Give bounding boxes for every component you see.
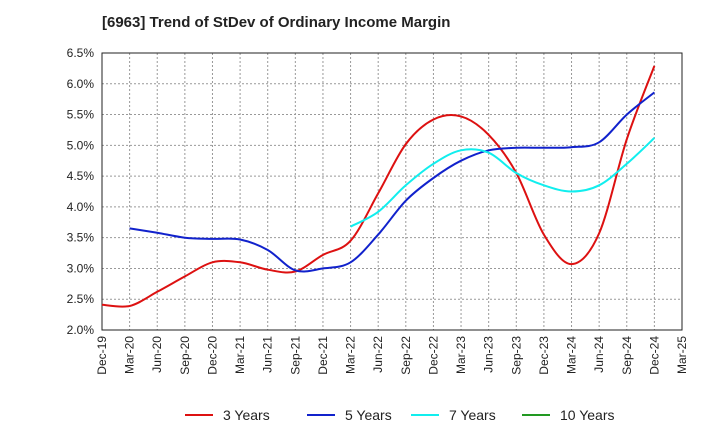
x-tick-label: Dec-20 (205, 336, 219, 375)
series-line-3-years (101, 65, 656, 308)
chart-title: [6963] Trend of StDev of Ordinary Income… (102, 14, 451, 31)
y-tick-label: 5.0% (67, 138, 95, 152)
series-line-7-years (350, 137, 656, 228)
x-tick-label: Mar-20 (123, 336, 137, 374)
x-tick-label: Sep-24 (620, 336, 634, 375)
y-tick-label: 2.5% (67, 292, 95, 306)
legend-label-7-years: 7 Years (449, 407, 496, 423)
x-tick-label: Dec-21 (316, 336, 330, 375)
x-tick-label: Dec-23 (537, 336, 551, 375)
y-tick-label: 5.5% (67, 108, 95, 122)
x-tick-label: Mar-24 (565, 336, 579, 374)
y-tick-label: 3.0% (67, 261, 95, 275)
x-tick-label: Sep-23 (509, 336, 523, 375)
x-axis-ticks: Dec-19 Mar-20 Jun-20 Sep-20 Dec-20 Mar-21 Jun-… (95, 336, 689, 375)
x-tick-label: Dec-22 (426, 336, 440, 375)
x-tick-label: Sep-20 (178, 336, 192, 375)
legend-label-10-years: 10 Years (560, 407, 615, 423)
series-lines (101, 65, 656, 308)
y-tick-label: 2.0% (67, 323, 95, 337)
series-line-5-years (129, 91, 656, 273)
x-tick-label: Jun-24 (592, 336, 606, 373)
grid-lines (101, 52, 683, 331)
y-tick-label: 3.5% (67, 231, 95, 245)
x-tick-label: Sep-22 (399, 336, 413, 375)
x-tick-label: Jun-23 (482, 336, 496, 373)
y-tick-label: 4.5% (67, 169, 95, 183)
plot-area (101, 52, 683, 331)
x-tick-label: Jun-21 (261, 336, 275, 373)
legend-label-3-years: 3 Years (223, 407, 270, 423)
x-tick-label: Mar-25 (675, 336, 689, 374)
x-tick-label: Jun-20 (150, 336, 164, 373)
x-tick-label: Dec-19 (95, 336, 109, 375)
y-axis-ticks: 2.0% 2.5% 3.0% 3.5% 4.0% 4.5% 5.0% 5.5% 6.0% 6.5% (67, 46, 95, 337)
x-tick-label: Mar-22 (344, 336, 358, 374)
legend-label-5-years: 5 Years (345, 407, 392, 423)
x-tick-label: Dec-24 (647, 336, 661, 375)
legend: 3 Years 5 Years 7 Years 10 Years (185, 407, 615, 423)
x-tick-label: Sep-21 (288, 336, 302, 375)
y-tick-label: 6.0% (67, 77, 95, 91)
y-tick-label: 4.0% (67, 200, 95, 214)
x-tick-label: Mar-23 (454, 336, 468, 374)
x-tick-label: Mar-21 (233, 336, 247, 374)
x-tick-label: Jun-22 (371, 336, 385, 373)
y-tick-label: 6.5% (67, 46, 95, 60)
